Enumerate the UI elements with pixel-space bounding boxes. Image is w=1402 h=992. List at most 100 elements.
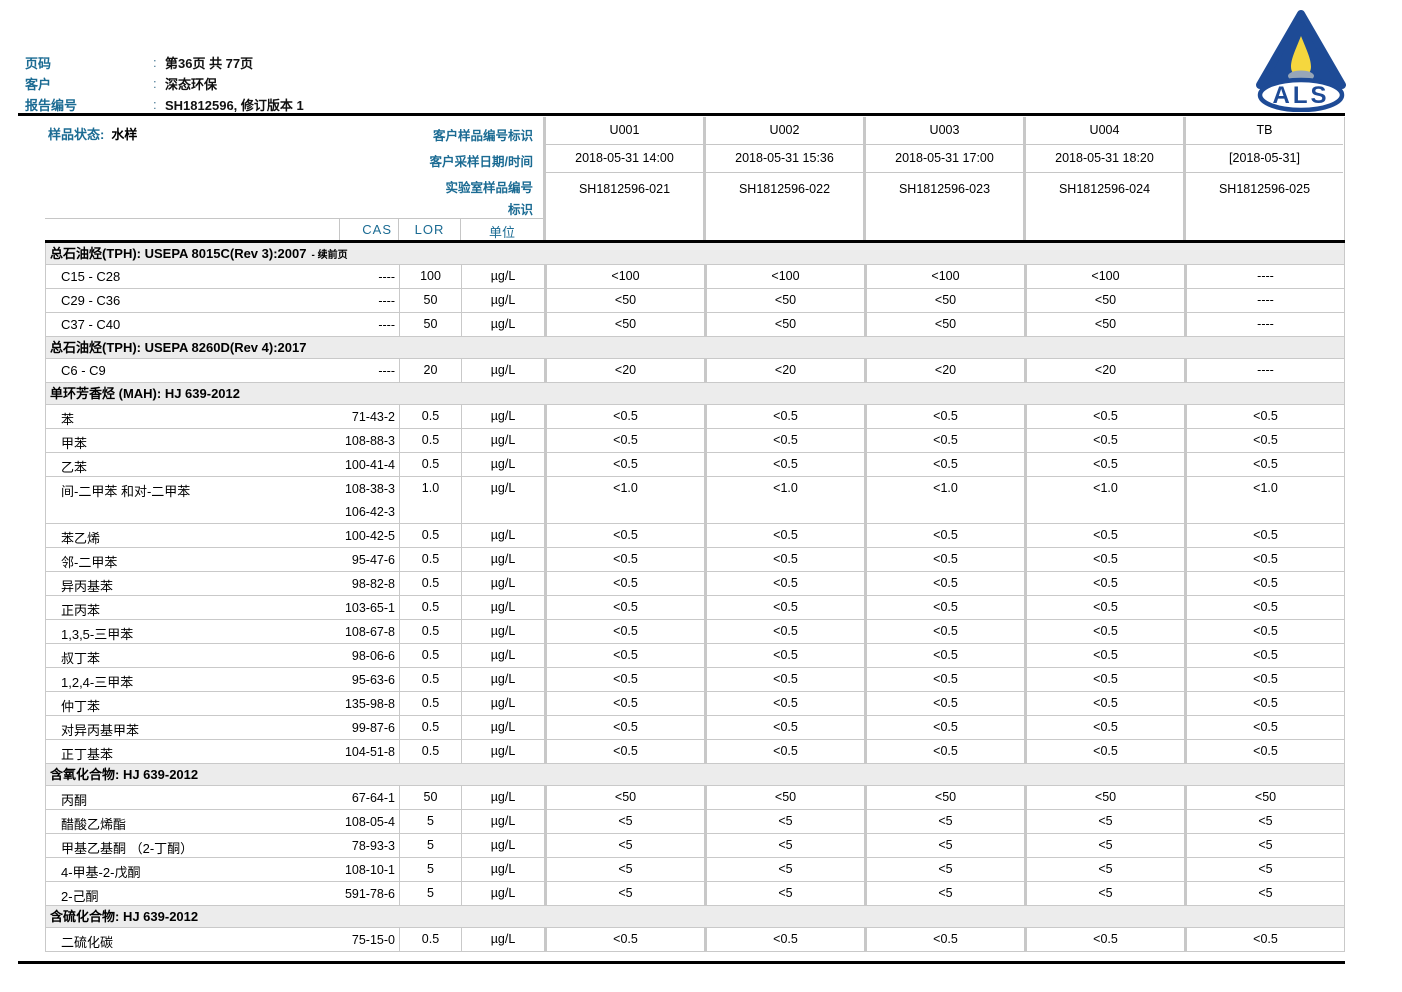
unit-value: µg/L [490,600,516,614]
result-value: <0.5 [544,572,704,595]
result-value: <0.5 [1184,928,1344,951]
result-value: <0.5 [544,524,704,547]
analyte-name: 2-己酮 [61,889,99,904]
lor-value: 0.5 [400,692,462,715]
analyte-name: C15 - C28 [61,269,121,284]
sample-status-label: 样品状态: [48,127,105,142]
analyte-name: 1,3,5-三甲苯 [61,627,134,642]
result-value: <0.5 [1024,405,1184,428]
cas-line: 108-10-1 [344,863,395,877]
analyte-name: 对异丙基甲苯 [61,723,140,738]
result-value: <50 [544,313,704,336]
result-value: <0.5 [544,740,704,763]
result-value: <50 [1184,786,1344,809]
unit-value: µg/L [490,481,516,495]
result-value: <0.5 [1184,716,1344,739]
result-value: <0.5 [704,740,864,763]
result-value: <5 [544,882,704,905]
table-row: 2-己酮 591-78-6 5 µg/L <5 <5 <5 <5 <5 [45,882,1345,906]
lor-value: 5 [400,834,462,857]
result-value: <0.5 [1184,548,1344,571]
table-row: 甲苯 108-88-3 0.5 µg/L <0.5 <0.5 <0.5 <0.5 <0.5 [45,429,1345,453]
lor-value: 0.5 [400,928,462,951]
analyte-name: 甲基乙基酮 （2-丁酮） [61,841,194,856]
result-value: ---- [1184,265,1344,288]
cas-number: 103-65-1 [340,596,400,619]
result-value: <0.5 [1024,429,1184,452]
cas-number: 71-43-2 [340,405,400,428]
column-header-strip: CAS LOR 单位 [45,218,543,240]
analyte-name: 异丙基苯 [61,579,114,594]
result-value: <5 [1024,882,1184,905]
sample-id: U003 [866,117,1023,145]
result-value: <0.5 [864,716,1024,739]
result-value: <0.5 [544,716,704,739]
cas-line: ---- [378,318,395,332]
lor-value: 0.5 [400,596,462,619]
header-row-report-no: 报告编号: SH1812596, 修订版本 1 [25,94,304,115]
table-row: 异丙基苯 98-82-8 0.5 µg/L <0.5 <0.5 <0.5 <0.5 <0.5 [45,572,1345,596]
result-value: <0.5 [864,928,1024,951]
result-value: <50 [1024,313,1184,336]
result-value: <50 [864,786,1024,809]
lor-value: 0.5 [400,620,462,643]
result-value: <0.5 [1184,429,1344,452]
cas-line: 100-41-4 [344,458,395,472]
analyte-name: 丙酮 [61,793,88,808]
bottom-divider [18,961,1345,964]
cas-line: ---- [378,294,395,308]
table-row: 叔丁苯 98-06-6 0.5 µg/L <0.5 <0.5 <0.5 <0.5 <0.5 [45,644,1345,668]
colon: : [153,97,157,112]
result-value: <0.5 [1184,740,1344,763]
report-header: 页码: 第36页 共 77页 客户: 深态环保 报告编号: SH1812596, 修订… [25,52,304,115]
lor-value: 50 [400,289,462,312]
cas-line: 98-82-8 [351,577,395,591]
analyte-name: 仲丁苯 [61,699,101,714]
cas-number: 104-51-8 [340,740,400,763]
table-row: C6 - C9 ---- 20 µg/L <20 <20 <20 <20 ---- [45,359,1345,383]
table-row: 正丙苯 103-65-1 0.5 µg/L <0.5 <0.5 <0.5 <0.5 <0.5 [45,596,1345,620]
header-table-divider [45,240,1345,243]
cas-line: 104-51-8 [344,745,395,759]
cas-number: 100-41-4 [340,453,400,476]
lab-sample-number: SH1812596-021 [578,182,671,196]
cas-line: ---- [378,364,395,378]
result-value: <0.5 [544,596,704,619]
section-title: 总石油烃(TPH): USEPA 8260D(Rev 4):2017 [45,337,1345,359]
unit-value: µg/L [490,363,516,377]
lor-value: 0.5 [400,405,462,428]
analyte-name: C29 - C36 [61,293,121,308]
result-value: <0.5 [1024,716,1184,739]
lab-sample-number: SH1812596-022 [738,182,831,196]
table-row: C15 - C28 ---- 100 µg/L <100 <100 <100 <100 ---- [45,265,1345,289]
cas-line: 95-63-6 [351,673,395,687]
unit-value: µg/L [490,457,516,471]
result-value: <50 [864,313,1024,336]
cas-number: 75-15-0 [340,928,400,951]
section-title-text: 单环芳香烃 (MAH): HJ 639-2012 [50,386,240,401]
lor-value: 0.5 [400,548,462,571]
cas-number: ---- [340,289,400,312]
result-value: <0.5 [1024,548,1184,571]
result-value: <0.5 [864,453,1024,476]
result-value: <0.5 [704,596,864,619]
result-value: <0.5 [1024,572,1184,595]
result-value: ---- [1184,313,1344,336]
result-value: <5 [1024,858,1184,881]
cas-number: ---- [340,265,400,288]
table-row: 丙酮 67-64-1 50 µg/L <50 <50 <50 <50 <50 [45,786,1345,810]
analyte-name: C6 - C9 [61,363,106,378]
analyte-column-header [45,219,339,240]
cas-column-header: CAS [339,219,399,240]
result-value: <0.5 [704,524,864,547]
unit-value: µg/L [490,720,516,734]
table-row: 邻-二甲苯 95-47-6 0.5 µg/L <0.5 <0.5 <0.5 <0.5 <0.5 [45,548,1345,572]
result-value: <5 [1184,882,1344,905]
table-row: 间-二甲苯 和对-二甲苯 108-38-3 106-42-3 1.0 µg/L <1.0 <… [45,477,1345,524]
result-value: <0.5 [544,668,704,691]
unit-value: µg/L [490,696,516,710]
cas-number: ---- [340,313,400,336]
lor-value: 50 [400,786,462,809]
result-value: <0.5 [864,524,1024,547]
lor-value: 0.5 [400,644,462,667]
